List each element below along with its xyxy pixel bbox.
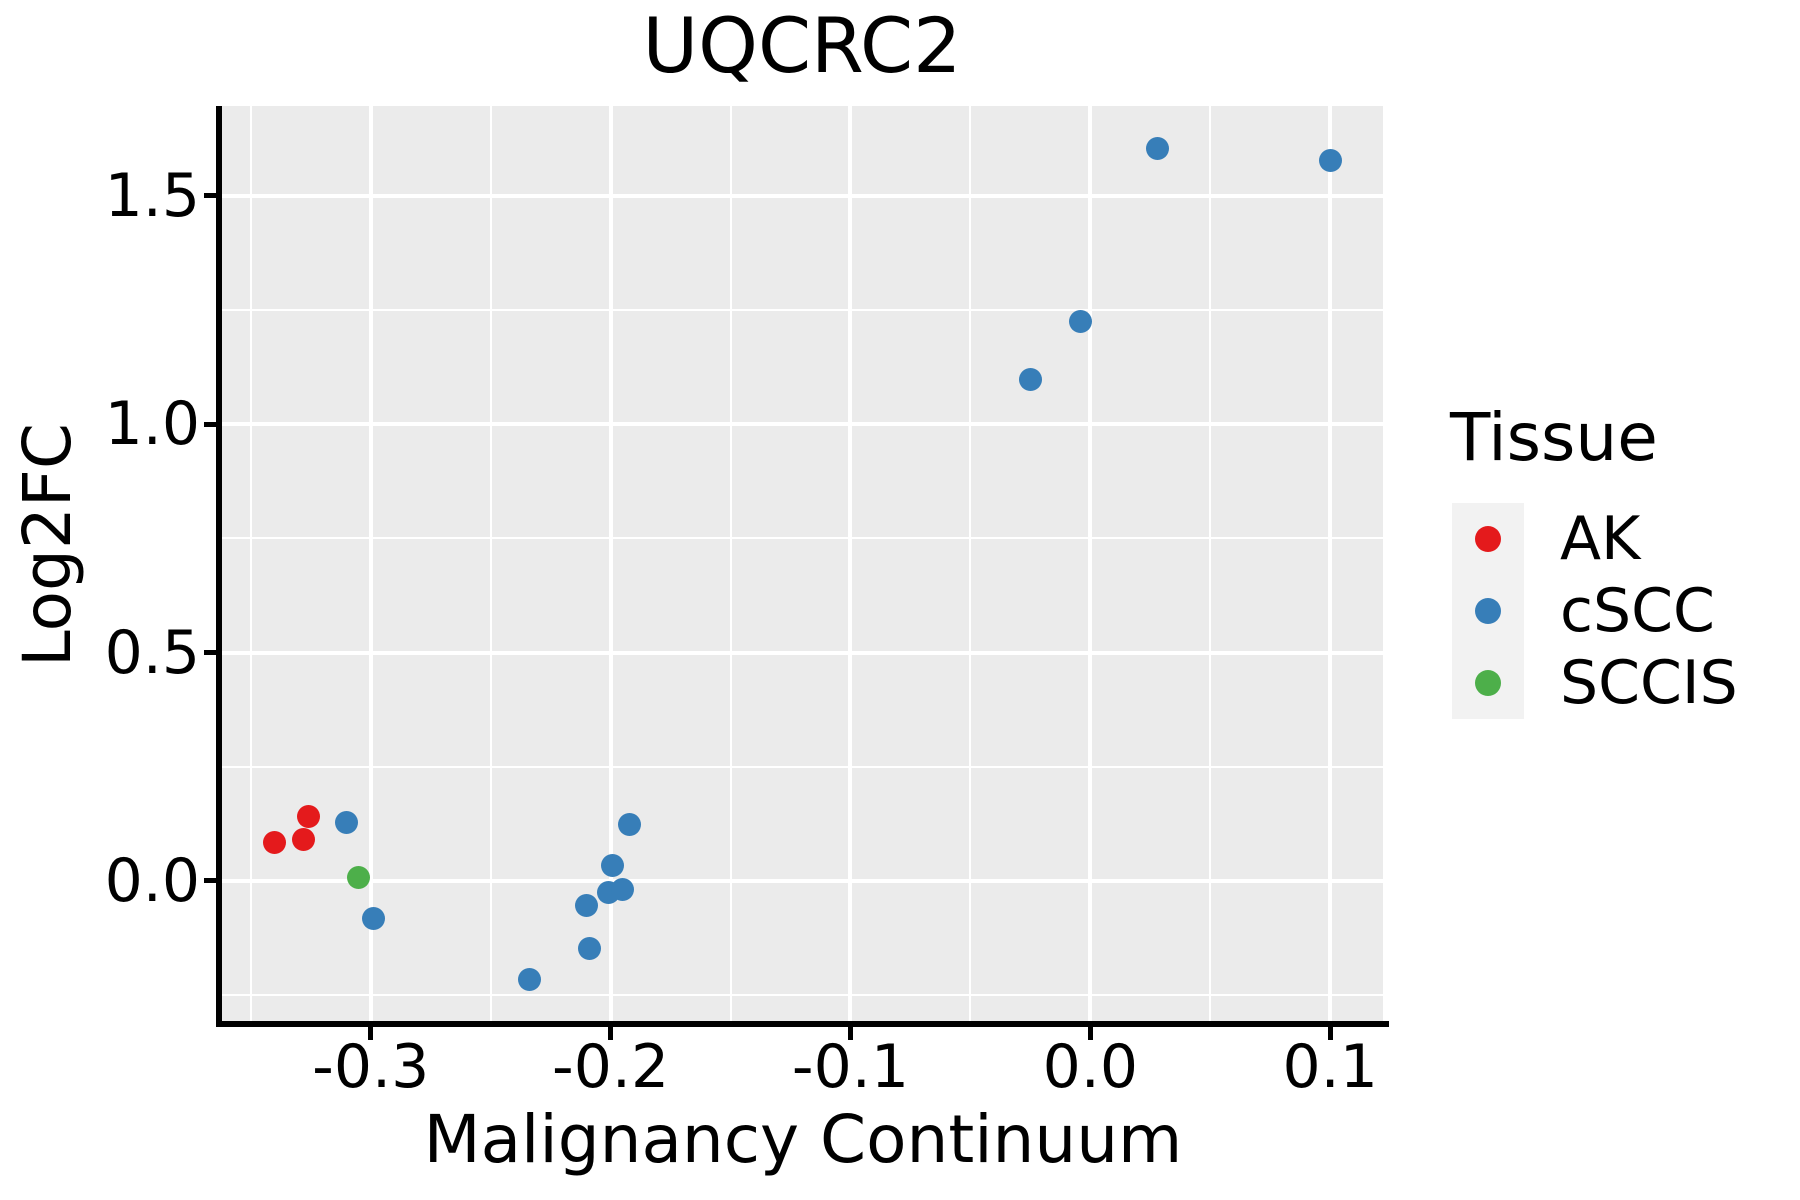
x-tick-mark bbox=[847, 1027, 853, 1040]
data-point bbox=[296, 805, 320, 829]
data-point bbox=[601, 854, 625, 878]
y-tick-label: 1.0 bbox=[104, 389, 200, 460]
y-tick-mark bbox=[204, 193, 217, 199]
y-gridline-minor bbox=[222, 309, 1383, 312]
legend-dot-SCCIS bbox=[1475, 670, 1501, 696]
y-axis-line bbox=[216, 106, 222, 1027]
data-point bbox=[611, 877, 635, 901]
y-tick-label: 1.5 bbox=[104, 160, 200, 231]
x-tick-label: 0.1 bbox=[1282, 1032, 1378, 1102]
x-gridline-minor bbox=[489, 106, 492, 1021]
legend-item-label: AK bbox=[1560, 504, 1641, 574]
y-gridline-major bbox=[222, 422, 1383, 427]
data-point bbox=[1146, 137, 1170, 161]
y-gridline-major bbox=[222, 650, 1383, 655]
legend-key bbox=[1452, 647, 1524, 719]
x-gridline-major bbox=[1328, 106, 1333, 1021]
legend-item-label: SCCIS bbox=[1560, 648, 1738, 718]
y-tick-label: 0.5 bbox=[104, 617, 200, 688]
legend-title: Tissue bbox=[1450, 399, 1658, 476]
y-axis-title: Log2FC bbox=[9, 423, 86, 667]
data-point bbox=[577, 936, 601, 960]
data-point bbox=[292, 828, 316, 852]
x-axis-title: Malignancy Continuum bbox=[423, 1101, 1183, 1178]
x-gridline-minor bbox=[969, 106, 972, 1021]
x-axis-line bbox=[216, 1021, 1389, 1027]
legend-item-label: cSCC bbox=[1560, 576, 1715, 646]
data-point bbox=[1069, 309, 1093, 333]
data-point bbox=[1018, 367, 1042, 391]
x-tick-mark bbox=[1087, 1027, 1093, 1040]
y-gridline-minor bbox=[222, 993, 1383, 996]
data-point bbox=[263, 830, 287, 854]
data-point bbox=[517, 968, 541, 992]
plot-panel bbox=[222, 106, 1383, 1021]
x-tick-label: -0.1 bbox=[791, 1032, 910, 1102]
data-point bbox=[361, 907, 385, 931]
data-point bbox=[335, 811, 359, 835]
y-gridline-minor bbox=[222, 765, 1383, 768]
data-point bbox=[347, 866, 371, 890]
y-tick-mark bbox=[204, 421, 217, 427]
legend-dot-AK bbox=[1475, 526, 1501, 552]
y-tick-label: 0.0 bbox=[104, 845, 200, 916]
x-tick-label: -0.2 bbox=[552, 1032, 670, 1102]
x-gridline-minor bbox=[249, 106, 252, 1021]
y-gridline-major bbox=[222, 193, 1383, 198]
x-gridline-major bbox=[848, 106, 853, 1021]
x-gridline-minor bbox=[1209, 106, 1212, 1021]
x-gridline-major bbox=[1088, 106, 1093, 1021]
data-point bbox=[618, 813, 642, 837]
data-point bbox=[1318, 149, 1342, 173]
legend-dot-cSCC bbox=[1475, 598, 1501, 624]
y-tick-mark bbox=[204, 650, 217, 656]
x-tick-mark bbox=[1327, 1027, 1333, 1040]
x-gridline-minor bbox=[729, 106, 732, 1021]
legend-key bbox=[1452, 575, 1524, 647]
y-tick-mark bbox=[204, 878, 217, 884]
x-tick-label: 0.0 bbox=[1042, 1032, 1139, 1102]
x-gridline-major bbox=[608, 106, 613, 1021]
x-gridline-major bbox=[368, 106, 373, 1021]
plot-title: UQCRC2 bbox=[642, 1, 962, 90]
legend-key bbox=[1452, 503, 1524, 575]
x-tick-mark bbox=[608, 1027, 614, 1040]
y-gridline-minor bbox=[222, 537, 1383, 540]
x-tick-label: -0.3 bbox=[312, 1032, 430, 1102]
x-tick-mark bbox=[368, 1027, 374, 1040]
data-point bbox=[575, 893, 599, 917]
y-gridline-major bbox=[222, 878, 1383, 883]
